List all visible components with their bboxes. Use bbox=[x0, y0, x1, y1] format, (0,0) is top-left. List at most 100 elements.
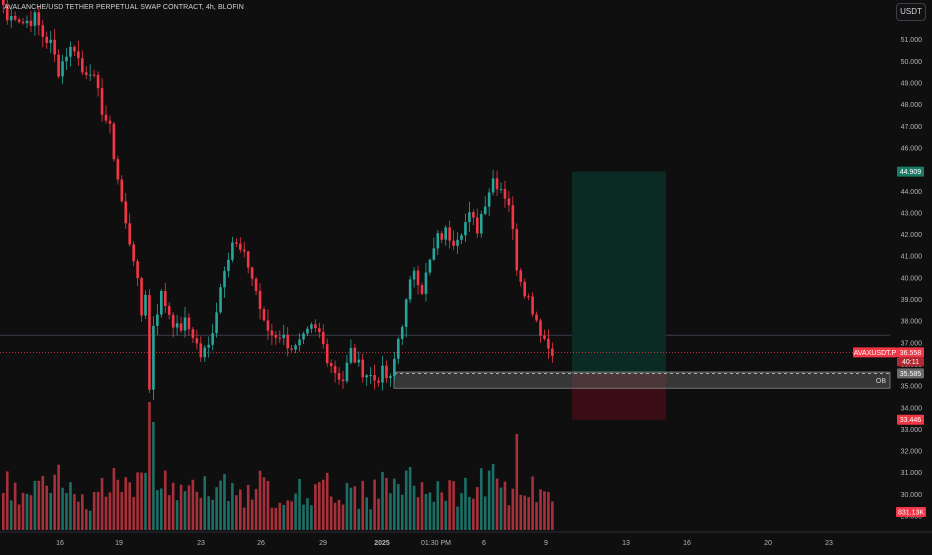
volume-bar bbox=[231, 483, 234, 530]
volume-bar bbox=[468, 496, 471, 530]
candle-down bbox=[373, 375, 376, 381]
candle-down bbox=[195, 338, 199, 344]
symbol-tag: AVAXUSDT.P bbox=[854, 350, 897, 357]
candle-down bbox=[258, 290, 262, 310]
candle-down bbox=[318, 328, 321, 333]
y-tick-label: 40.000 bbox=[901, 275, 923, 282]
volume-bar bbox=[235, 495, 238, 530]
volume-bar bbox=[503, 481, 507, 530]
entry-price-tag: 35.585 bbox=[900, 371, 922, 378]
candle-down bbox=[81, 58, 84, 73]
candle-down bbox=[543, 335, 546, 339]
volume-bar bbox=[321, 479, 325, 530]
candle-up bbox=[487, 192, 491, 207]
candle-down bbox=[321, 332, 325, 345]
volume-bar bbox=[400, 494, 404, 530]
candle-down bbox=[41, 25, 45, 37]
volume-bar bbox=[274, 507, 278, 530]
volume-bar bbox=[385, 477, 388, 530]
x-tick-label: 16 bbox=[56, 540, 64, 547]
candle-down bbox=[187, 317, 191, 330]
volume-bar bbox=[84, 509, 88, 530]
candle-up bbox=[389, 376, 392, 379]
candle-down bbox=[112, 123, 116, 160]
volume-bar bbox=[250, 499, 254, 530]
x-tick-label: 23 bbox=[197, 540, 205, 547]
volume-bar bbox=[88, 510, 92, 530]
candle-down bbox=[511, 205, 515, 230]
candle-down bbox=[539, 320, 542, 336]
candle-down bbox=[385, 365, 388, 379]
candle-down bbox=[278, 337, 282, 339]
last-price-tag: 36.558 bbox=[900, 350, 922, 357]
volume-bar bbox=[61, 487, 64, 530]
candle-down bbox=[21, 21, 25, 24]
candle-down bbox=[140, 278, 143, 316]
candle-up bbox=[160, 291, 163, 315]
candle-up bbox=[175, 323, 179, 328]
volume-bar bbox=[187, 485, 191, 530]
candle-up bbox=[203, 347, 207, 358]
volume-bar bbox=[282, 504, 286, 530]
volume-bar bbox=[69, 482, 72, 530]
candle-down bbox=[535, 314, 538, 321]
volume-bar bbox=[246, 484, 250, 530]
volume-bar bbox=[41, 475, 45, 530]
candle-down bbox=[92, 74, 96, 76]
volume-bar bbox=[45, 485, 49, 530]
volume-bar bbox=[527, 497, 530, 530]
volume-bar bbox=[507, 505, 511, 530]
volume-bar bbox=[369, 509, 372, 530]
volume-bar bbox=[9, 500, 13, 530]
volume-bar bbox=[179, 484, 183, 530]
volume-bar bbox=[495, 478, 499, 530]
candle-up bbox=[65, 56, 68, 62]
volume-bar bbox=[306, 498, 309, 530]
last-price-tag-bg bbox=[897, 347, 924, 358]
candle-down bbox=[527, 296, 530, 298]
currency-button[interactable]: USDT bbox=[896, 3, 926, 21]
volume-bar bbox=[128, 482, 131, 530]
candle-up bbox=[381, 365, 384, 383]
candle-up bbox=[393, 358, 396, 377]
volume-bar bbox=[120, 492, 124, 530]
candle-up bbox=[310, 324, 313, 329]
target-zone[interactable] bbox=[572, 171, 666, 374]
candle-up bbox=[207, 344, 210, 348]
volume-bar bbox=[171, 482, 175, 530]
volume-bar bbox=[412, 485, 416, 530]
candle-down bbox=[17, 19, 21, 22]
x-tick-label: 29 bbox=[319, 540, 327, 547]
volume-bar bbox=[108, 492, 112, 530]
volume-bar bbox=[270, 507, 274, 530]
stop-price-tag-bg bbox=[897, 414, 924, 425]
candle-down bbox=[120, 179, 124, 202]
y-tick-label: 31.000 bbox=[901, 470, 923, 477]
candle-down bbox=[314, 324, 317, 329]
volume-bar bbox=[132, 497, 135, 530]
volume-bar bbox=[448, 480, 451, 530]
volume-bar bbox=[156, 490, 159, 530]
volume-bar bbox=[219, 480, 222, 530]
candle-up bbox=[69, 46, 72, 57]
volume-bar bbox=[207, 496, 210, 530]
candle-up bbox=[412, 270, 416, 280]
order-block-zone[interactable] bbox=[393, 371, 891, 389]
candle-down bbox=[547, 338, 550, 349]
candle-down bbox=[191, 329, 195, 339]
volume-bar bbox=[100, 478, 104, 530]
candle-down bbox=[325, 344, 329, 364]
x-tick-label: 19 bbox=[115, 540, 123, 547]
target-price-tag-bg bbox=[897, 166, 924, 177]
candle-down bbox=[5, 5, 9, 21]
volume-bar bbox=[389, 493, 392, 530]
volume-bar bbox=[5, 471, 9, 530]
candle-up bbox=[369, 375, 372, 377]
volume-bar bbox=[361, 480, 365, 530]
candle-down bbox=[73, 46, 76, 52]
candle-up bbox=[428, 259, 432, 273]
volume-bar bbox=[278, 502, 282, 530]
volume-bar bbox=[349, 487, 353, 530]
